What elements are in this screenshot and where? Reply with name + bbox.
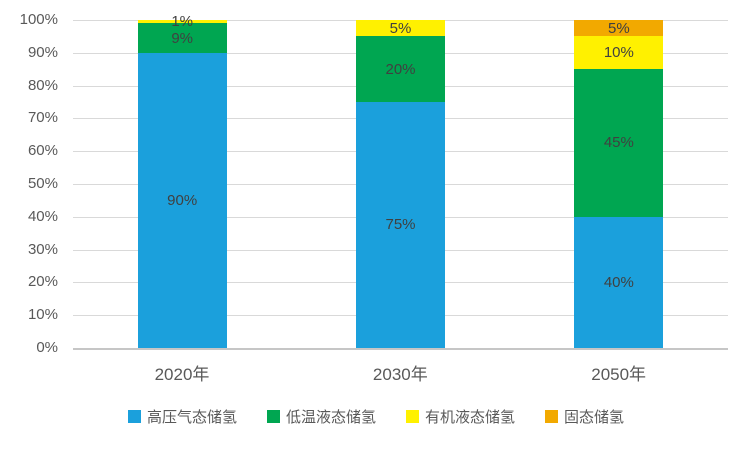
bar-segment[interactable]: 5% (356, 19, 445, 37)
legend: 高压气态储氢 低温液态储氢 有机液态储氢 固态储氢 (0, 406, 752, 427)
data-label: 1% (171, 13, 193, 31)
legend-item[interactable]: 固态储氢 (545, 406, 624, 427)
stacked-bar-2020年[interactable]: 1% 9% 90% (137, 13, 227, 348)
x-axis-category-label: 2020年 (154, 365, 210, 384)
x-axis-category-label: 2030年 (372, 365, 428, 384)
y-axis-tick-label: 20% (27, 273, 58, 291)
data-label: 10% (603, 44, 634, 62)
y-axis-tick-label: 0% (36, 339, 58, 356)
data-label: 45% (603, 134, 634, 152)
legend-item[interactable]: 有机液态储氢 (406, 406, 515, 427)
y-axis-tick-label: 50% (27, 175, 58, 192)
bar-segment[interactable]: 45% (574, 69, 664, 217)
bar-segment[interactable]: 1% (137, 13, 227, 30)
plot-area: 1% 9% 90% 5% 20% 75% 5% 10% 45% 40% (73, 13, 728, 350)
legend-swatch-icon (545, 410, 559, 423)
y-axis-tick-label: 10% (27, 306, 58, 324)
y-axis-tick-label: 70% (27, 109, 58, 127)
data-label: 5% (607, 19, 630, 37)
bar-segment[interactable]: 40% (574, 216, 664, 348)
x-axis-baseline (73, 348, 728, 350)
legend-swatch-icon (266, 410, 280, 423)
data-label: 9% (171, 29, 193, 47)
legend-swatch-icon (127, 410, 141, 423)
bar-segment[interactable]: 75% (356, 101, 445, 348)
y-axis-tick-label: 100% (19, 11, 58, 28)
stacked-bar-2050年[interactable]: 5% 10% 45% 40% (574, 19, 664, 348)
data-label: 90% (167, 191, 198, 209)
y-axis-tick-label: 40% (27, 207, 58, 225)
y-axis-tick-label: 80% (27, 76, 58, 94)
bar-segment[interactable]: 90% (137, 52, 227, 348)
stacked-bar-2030年[interactable]: 5% 20% 75% (356, 20, 445, 348)
y-axis-tick-label: 90% (27, 43, 58, 61)
legend-label: 高压气态储氢 (146, 409, 237, 426)
bar-segment[interactable]: 9% (137, 23, 227, 53)
legend-label: 有机液态储氢 (425, 409, 516, 426)
legend-label: 固态储氢 (564, 409, 625, 426)
legend-item[interactable]: 高压气态储氢 (127, 406, 237, 427)
data-label: 40% (603, 273, 634, 291)
y-axis-tick-label: 60% (27, 142, 58, 160)
data-label: 5% (389, 19, 412, 37)
bar-segment[interactable]: 20% (356, 36, 445, 102)
y-axis-tick-label: 30% (27, 240, 58, 258)
data-label: 75% (385, 216, 416, 234)
bar-segment[interactable]: 5% (574, 19, 664, 37)
legend-swatch-icon (406, 410, 419, 423)
legend-label: 低温液态储氢 (285, 409, 376, 426)
bar-segment[interactable]: 10% (574, 36, 664, 70)
legend-item[interactable]: 低温液态储氢 (266, 406, 376, 427)
x-axis-category-label: 2050年 (591, 365, 647, 384)
data-label: 20% (385, 60, 416, 78)
